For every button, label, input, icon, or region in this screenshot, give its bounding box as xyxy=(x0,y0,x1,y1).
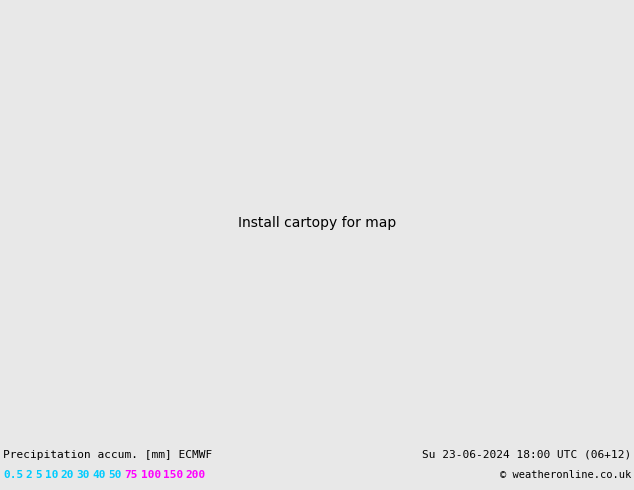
Text: Install cartopy for map: Install cartopy for map xyxy=(238,216,396,230)
Text: 5: 5 xyxy=(35,470,42,480)
Text: 10: 10 xyxy=(44,470,58,480)
Text: 20: 20 xyxy=(60,470,74,480)
Text: 75: 75 xyxy=(124,470,138,480)
Text: 0.5: 0.5 xyxy=(3,470,23,480)
Text: 150: 150 xyxy=(163,470,183,480)
Text: Su 23-06-2024 18:00 UTC (06+12): Su 23-06-2024 18:00 UTC (06+12) xyxy=(422,450,631,460)
Text: 100: 100 xyxy=(141,470,161,480)
Text: 50: 50 xyxy=(108,470,122,480)
Text: © weatheronline.co.uk: © weatheronline.co.uk xyxy=(500,470,631,480)
Text: 40: 40 xyxy=(93,470,106,480)
Text: 30: 30 xyxy=(77,470,90,480)
Text: Precipitation accum. [mm] ECMWF: Precipitation accum. [mm] ECMWF xyxy=(3,450,212,460)
Text: 200: 200 xyxy=(186,470,206,480)
Text: 2: 2 xyxy=(25,470,32,480)
